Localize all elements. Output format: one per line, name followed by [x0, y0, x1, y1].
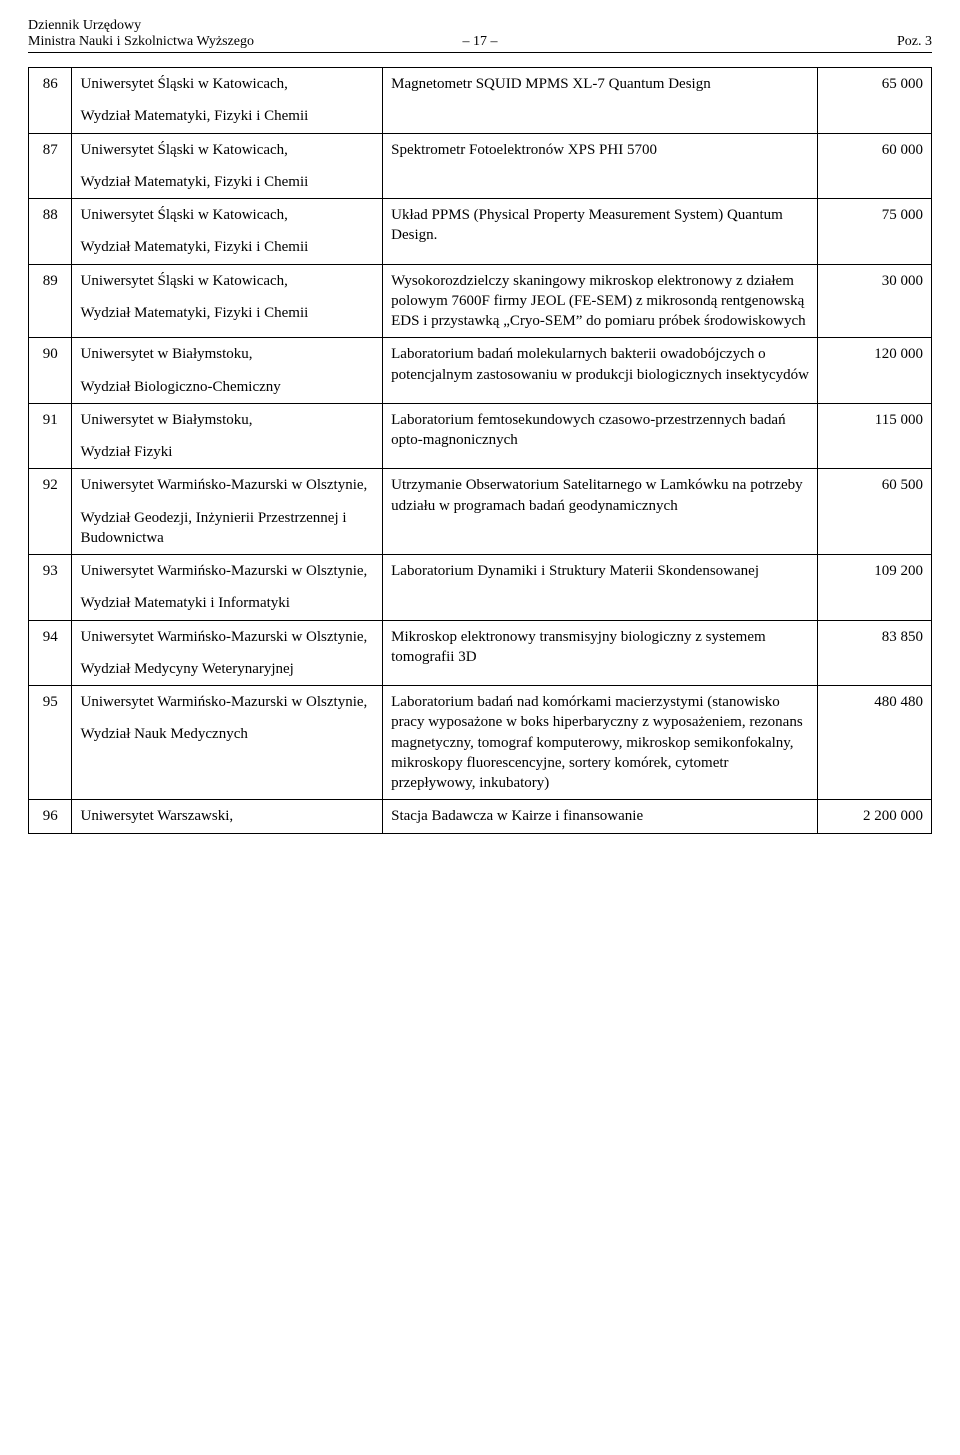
row-number: 89 [29, 264, 72, 338]
row-number: 92 [29, 469, 72, 555]
table-row: 87 Uniwersytet Śląski w Katowicach, Wydzia… [29, 133, 932, 199]
institution-name: Uniwersytet Warmińsko-Mazurski w Olsztyn… [80, 475, 374, 495]
amount-cell: 75 000 [818, 199, 932, 265]
institution-cell: Uniwersytet Śląski w Katowicach, Wydział … [72, 68, 383, 134]
table-row: 90 Uniwersytet w Białymstoku, Wydział Biol… [29, 338, 932, 404]
row-number: 87 [29, 133, 72, 199]
institution-cell: Uniwersytet w Białymstoku, Wydział Fizyki [72, 403, 383, 469]
header-position: Poz. 3 [897, 34, 932, 50]
amount-cell: 65 000 [818, 68, 932, 134]
row-number: 91 [29, 403, 72, 469]
description-cell: Stacja Badawcza w Kairze i finansowanie [383, 800, 818, 833]
amount-cell: 480 480 [818, 686, 932, 800]
description-cell: Magnetometr SQUID MPMS XL-7 Quantum Desi… [383, 68, 818, 134]
table-row: 88 Uniwersytet Śląski w Katowicach, Wydzia… [29, 199, 932, 265]
table-row: 91 Uniwersytet w Białymstoku, Wydział Fizy… [29, 403, 932, 469]
institution-faculty: Wydział Matematyki i Informatyki [80, 593, 374, 613]
row-number: 88 [29, 199, 72, 265]
amount-cell: 115 000 [818, 403, 932, 469]
institution-cell: Uniwersytet Warmińsko-Mazurski w Olsztyn… [72, 469, 383, 555]
institution-faculty: Wydział Geodezji, Inżynierii Przestrzenn… [80, 508, 374, 549]
description-cell: Spektrometr Fotoelektronów XPS PHI 5700 [383, 133, 818, 199]
institution-name: Uniwersytet Warmińsko-Mazurski w Olsztyn… [80, 627, 374, 647]
description-cell: Laboratorium femtosekundowych czasowo-pr… [383, 403, 818, 469]
institution-cell: Uniwersytet Śląski w Katowicach, Wydział … [72, 264, 383, 338]
institution-cell: Uniwersytet w Białymstoku, Wydział Biolog… [72, 338, 383, 404]
institution-faculty: Wydział Biologiczno-Chemiczny [80, 377, 374, 397]
table-row: 94 Uniwersytet Warmińsko-Mazurski w Olszt… [29, 620, 932, 686]
description-cell: Laboratorium badań molekularnych bakteri… [383, 338, 818, 404]
institution-faculty: Wydział Matematyki, Fizyki i Chemii [80, 172, 374, 192]
description-cell: Mikroskop elektronowy transmisyjny biolo… [383, 620, 818, 686]
table-row: 89 Uniwersytet Śląski w Katowicach, Wydzia… [29, 264, 932, 338]
institution-name: Uniwersytet w Białymstoku, [80, 410, 374, 430]
institution-name: Uniwersytet w Białymstoku, [80, 344, 374, 364]
institution-cell: Uniwersytet Warmińsko-Mazurski w Olsztyn… [72, 686, 383, 800]
description-cell: Utrzymanie Obserwatorium Satelitarnego w… [383, 469, 818, 555]
table-row: 95 Uniwersytet Warmińsko-Mazurski w Olszt… [29, 686, 932, 800]
description-cell: Laboratorium Dynamiki i Struktury Materi… [383, 555, 818, 621]
institution-faculty: Wydział Medycyny Weterynaryjnej [80, 659, 374, 679]
row-number: 90 [29, 338, 72, 404]
institution-cell: Uniwersytet Śląski w Katowicach, Wydział … [72, 133, 383, 199]
institution-name: Uniwersytet Warmińsko-Mazurski w Olsztyn… [80, 561, 374, 581]
row-number: 95 [29, 686, 72, 800]
institution-faculty: Wydział Nauk Medycznych [80, 724, 374, 744]
table-row: 86 Uniwersytet Śląski w Katowicach, Wydzia… [29, 68, 932, 134]
institution-cell: Uniwersytet Śląski w Katowicach, Wydział … [72, 199, 383, 265]
institution-name: Uniwersytet Warmińsko-Mazurski w Olsztyn… [80, 692, 374, 712]
description-cell: Laboratorium badań nad komórkami macierz… [383, 686, 818, 800]
institution-faculty: Wydział Fizyki [80, 442, 374, 462]
institution-cell: Uniwersytet Warmińsko-Mazurski w Olsztyn… [72, 555, 383, 621]
institution-name: Uniwersytet Śląski w Katowicach, [80, 271, 374, 291]
data-table: 86 Uniwersytet Śląski w Katowicach, Wydzia… [28, 67, 932, 834]
row-number: 96 [29, 800, 72, 833]
institution-name: Uniwersytet Śląski w Katowicach, [80, 140, 374, 160]
description-cell: Układ PPMS (Physical Property Measuremen… [383, 199, 818, 265]
row-number: 94 [29, 620, 72, 686]
institution-name: Uniwersytet Śląski w Katowicach, [80, 205, 374, 225]
institution-faculty: Wydział Matematyki, Fizyki i Chemii [80, 237, 374, 257]
institution-cell: Uniwersytet Warmińsko-Mazurski w Olsztyn… [72, 620, 383, 686]
description-cell: Wysokorozdzielczy skaningowy mikroskop e… [383, 264, 818, 338]
table-row: 93 Uniwersytet Warmińsko-Mazurski w Olszt… [29, 555, 932, 621]
table-row: 96 Uniwersytet Warszawski, Stacja Badawcza… [29, 800, 932, 833]
amount-cell: 60 000 [818, 133, 932, 199]
table-row: 92 Uniwersytet Warmińsko-Mazurski w Olszt… [29, 469, 932, 555]
institution-faculty: Wydział Matematyki, Fizyki i Chemii [80, 106, 374, 126]
header-journal: Dziennik Urzędowy [28, 18, 932, 34]
amount-cell: 83 850 [818, 620, 932, 686]
amount-cell: 120 000 [818, 338, 932, 404]
institution-name: Uniwersytet Warszawski, [80, 806, 374, 826]
amount-cell: 109 200 [818, 555, 932, 621]
row-number: 86 [29, 68, 72, 134]
header-page: – 17 – [463, 34, 498, 50]
amount-cell: 30 000 [818, 264, 932, 338]
institution-cell: Uniwersytet Warszawski, [72, 800, 383, 833]
header-meta: Ministra Nauki i Szkolnictwa Wyższego – … [28, 34, 932, 53]
institution-name: Uniwersytet Śląski w Katowicach, [80, 74, 374, 94]
amount-cell: 2 200 000 [818, 800, 932, 833]
amount-cell: 60 500 [818, 469, 932, 555]
institution-faculty: Wydział Matematyki, Fizyki i Chemii [80, 303, 374, 323]
row-number: 93 [29, 555, 72, 621]
